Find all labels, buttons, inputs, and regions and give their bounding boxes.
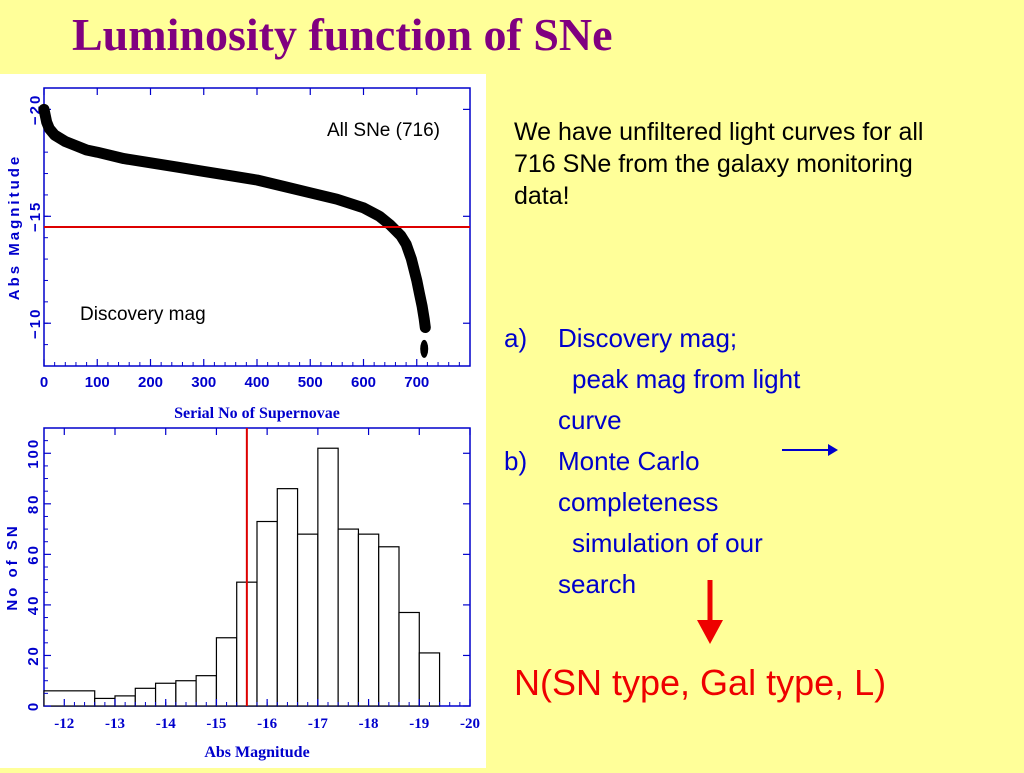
y-tick-label: 80 bbox=[25, 493, 42, 514]
data-point bbox=[420, 339, 429, 358]
histogram-bar bbox=[195, 675, 218, 707]
x-tick-label: -14 bbox=[156, 716, 176, 732]
y-tick-label: 60 bbox=[25, 544, 42, 565]
x-tick-label: 400 bbox=[244, 374, 269, 391]
list-line: completeness bbox=[558, 487, 719, 517]
histogram-bar bbox=[256, 520, 278, 707]
list-line: Monte Carlo bbox=[558, 446, 700, 476]
x-tick-label: -16 bbox=[257, 716, 277, 732]
histogram-bar bbox=[378, 546, 400, 707]
x-tick-label: 300 bbox=[191, 374, 216, 391]
list-item-a: a) Discovery mag; peak mag from light cu… bbox=[504, 318, 904, 441]
histogram-bar bbox=[337, 528, 360, 707]
annotation-label: Discovery mag bbox=[80, 304, 206, 325]
histogram-bar bbox=[276, 488, 299, 707]
y-tick-label: 20 bbox=[25, 645, 42, 666]
list-marker: a) bbox=[504, 323, 528, 353]
list-line: curve bbox=[558, 405, 622, 435]
y-tick-label: −10 bbox=[27, 308, 44, 339]
down-arrow-icon bbox=[697, 580, 723, 644]
slide-title: Luminosity function of SNe bbox=[72, 9, 613, 60]
list-item-b: b) Monte Carlo completeness simulation o… bbox=[504, 441, 904, 605]
method-list: a) Discovery mag; peak mag from light cu… bbox=[504, 318, 904, 605]
right-arrow-icon bbox=[782, 444, 838, 456]
x-tick-label: 500 bbox=[298, 374, 323, 391]
x-tick-label: -13 bbox=[105, 716, 125, 732]
histogram-bar bbox=[357, 533, 380, 707]
x-tick-label: -15 bbox=[206, 716, 226, 732]
x-tick-label: 200 bbox=[138, 374, 163, 391]
histogram-bar bbox=[296, 533, 319, 707]
histogram-bar bbox=[317, 447, 339, 707]
y-tick-label: −20 bbox=[27, 94, 44, 125]
y-axis-label: No of SN bbox=[4, 523, 21, 610]
x-tick-label: 0 bbox=[40, 374, 48, 391]
x-tick-label: -12 bbox=[54, 716, 74, 732]
list-marker: b) bbox=[504, 446, 528, 476]
x-axis-label: Abs Magnitude bbox=[204, 744, 309, 761]
x-tick-label: -19 bbox=[409, 716, 429, 732]
list-line: Discovery mag; bbox=[558, 323, 738, 353]
x-tick-label: 600 bbox=[351, 374, 376, 391]
y-tick-label: 100 bbox=[25, 438, 42, 469]
x-tick-label: 700 bbox=[404, 374, 429, 391]
histogram-bar bbox=[215, 637, 238, 707]
x-tick-label: 100 bbox=[85, 374, 110, 391]
y-tick-label: 40 bbox=[25, 595, 42, 616]
y-tick-label: 0 bbox=[25, 701, 42, 711]
x-tick-label: -20 bbox=[460, 716, 480, 732]
scatter-chart: 0 100 200 300 400 500 600 700 −20 −15 −10 Serial No… bbox=[6, 87, 471, 422]
list-line: simulation of our bbox=[572, 528, 763, 558]
histogram-bar bbox=[418, 652, 441, 707]
annotation-label: All SNe (716) bbox=[327, 120, 440, 141]
y-tick-label: −15 bbox=[27, 201, 44, 232]
list-line: search bbox=[558, 569, 637, 599]
list-line: peak mag from light bbox=[572, 364, 801, 394]
description-text: We have unfiltered light curves for all … bbox=[514, 118, 924, 210]
x-tick-label: -18 bbox=[359, 716, 379, 732]
x-tick-label: -17 bbox=[308, 716, 328, 732]
histogram-bar bbox=[398, 611, 420, 707]
y-axis-label: Abs Magnitude bbox=[6, 154, 23, 301]
data-band bbox=[38, 103, 431, 333]
histogram-chart: -12 -13 -14 -15 -16 -17 -18 -19 -20 0 20 40 60 80 100 A… bbox=[4, 427, 480, 761]
chart-panel: 0 100 200 300 400 500 600 700 −20 −15 −10 Serial No… bbox=[0, 74, 486, 768]
x-axis-label: Serial No of Supernovae bbox=[174, 405, 340, 422]
histogram-bar bbox=[43, 690, 96, 707]
formula-text: N(SN type, Gal type, L) bbox=[514, 662, 887, 703]
